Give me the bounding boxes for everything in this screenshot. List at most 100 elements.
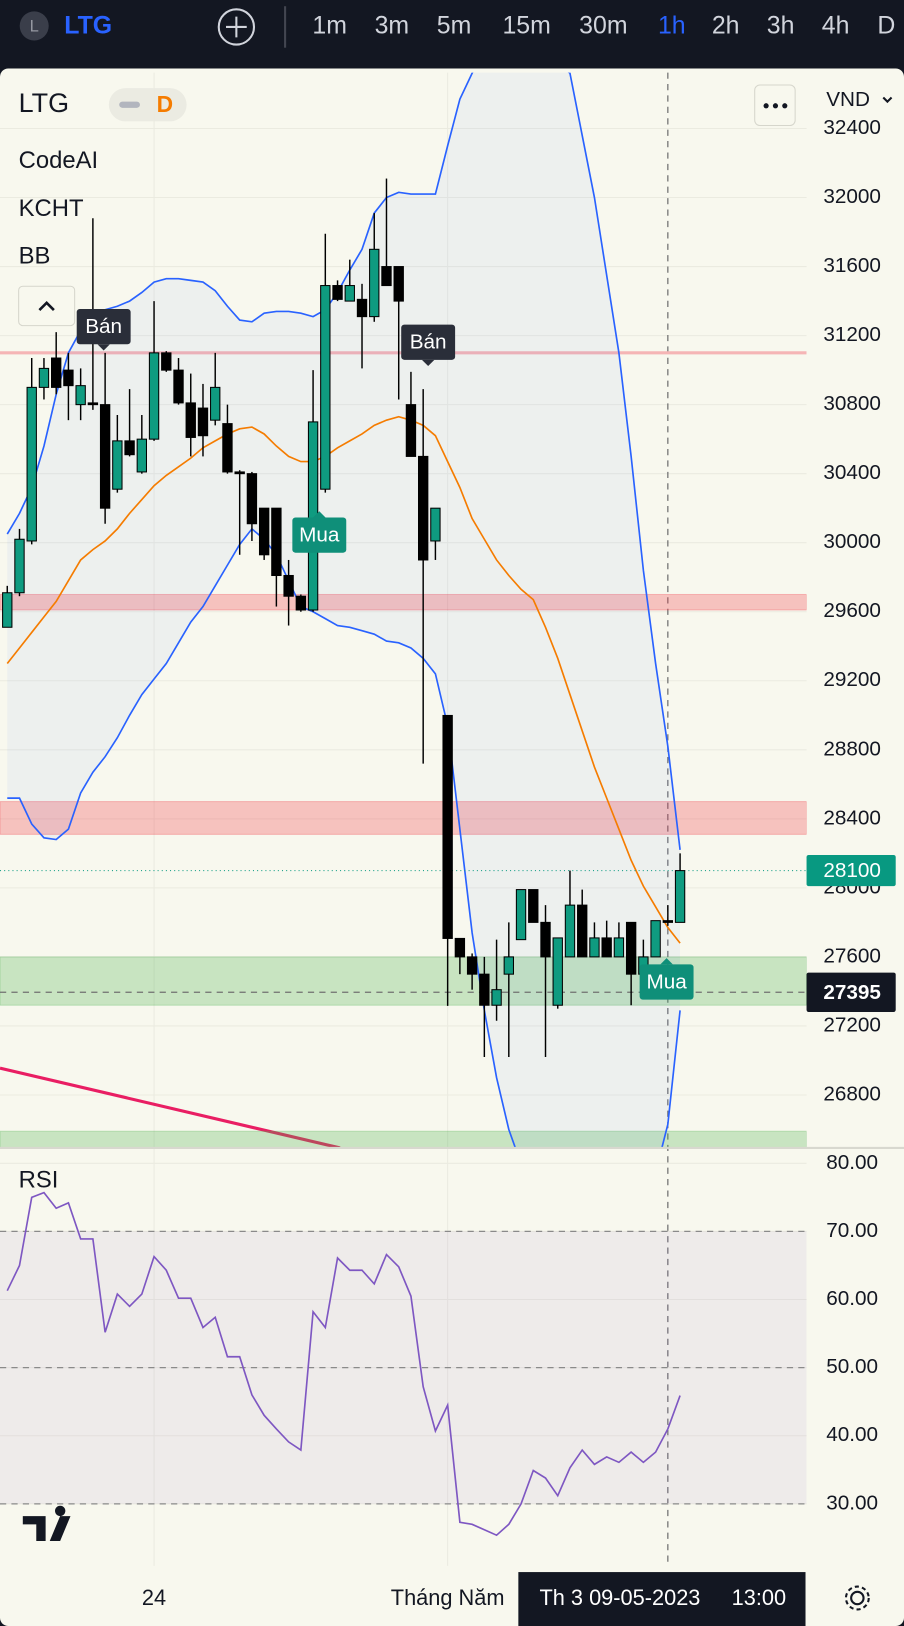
currency[interactable]: VND bbox=[826, 88, 870, 111]
candle-body bbox=[454, 937, 466, 958]
timeframe[interactable]: 15m bbox=[502, 12, 550, 40]
crosshair-price-box bbox=[806, 972, 896, 1012]
candle-body bbox=[63, 369, 74, 387]
rsi-title: RSI bbox=[19, 1166, 59, 1193]
timeframe[interactable]: 30m bbox=[579, 12, 627, 40]
candle-body bbox=[222, 423, 233, 473]
signal-pointer bbox=[660, 958, 673, 965]
settings-icon[interactable] bbox=[844, 1585, 870, 1611]
zone bbox=[0, 1130, 807, 1148]
toolbar-symbol[interactable]: LTG bbox=[64, 12, 112, 40]
timeframe[interactable]: 3m bbox=[375, 12, 410, 40]
candle-body bbox=[99, 404, 111, 509]
candle-body bbox=[442, 714, 453, 939]
candle-body bbox=[417, 455, 429, 561]
trend-line bbox=[0, 1066, 341, 1148]
currency-chevron bbox=[882, 96, 893, 104]
timeframe[interactable]: D bbox=[877, 12, 895, 40]
candle-body bbox=[258, 507, 270, 556]
signal-label bbox=[401, 324, 456, 360]
candle-body bbox=[38, 367, 50, 388]
indicator-name[interactable]: CodeAI bbox=[19, 147, 98, 174]
y-tick-label: 32000 bbox=[823, 185, 881, 208]
candle-body bbox=[75, 385, 86, 406]
timeframe[interactable]: 1h bbox=[658, 12, 686, 40]
candle-body bbox=[161, 352, 172, 371]
y-tick-label: 28800 bbox=[823, 737, 881, 760]
overlay-line bbox=[7, 527, 681, 1148]
x-tick-label: 24 bbox=[142, 1585, 166, 1610]
candle-body bbox=[173, 369, 184, 404]
candle-body bbox=[26, 386, 37, 542]
signal-label bbox=[639, 964, 694, 1000]
rsi-pane bbox=[0, 1191, 807, 1537]
candle-body bbox=[234, 471, 245, 475]
candle-body bbox=[197, 407, 209, 437]
rsi-tick-label: 40.00 bbox=[826, 1423, 878, 1446]
indicator-name[interactable]: BB bbox=[19, 242, 51, 269]
rsi-tick-label: 80.00 bbox=[826, 1151, 878, 1174]
candle-body bbox=[589, 937, 600, 958]
timeframe[interactable]: 2h bbox=[712, 12, 740, 40]
candle-body bbox=[662, 920, 674, 923]
candle-body bbox=[625, 921, 637, 975]
candle-body bbox=[503, 956, 514, 975]
y-tick-label: 29200 bbox=[823, 668, 881, 691]
crosshair-time-box bbox=[518, 1572, 806, 1626]
candle-body bbox=[479, 973, 490, 1006]
candle-body bbox=[674, 870, 686, 923]
candle-body bbox=[528, 889, 539, 923]
x-tick-label: Tháng Năm bbox=[391, 1585, 505, 1610]
main-pane bbox=[0, 72, 807, 1148]
candle-body bbox=[2, 592, 13, 628]
signal-pointer bbox=[421, 359, 435, 367]
rsi-tick-label: 30.00 bbox=[826, 1491, 878, 1514]
candle-body bbox=[491, 989, 502, 1006]
overlay-labels: 2680027200276002800028400288002920029600… bbox=[76, 116, 896, 1626]
timeframe[interactable]: 4h bbox=[822, 12, 850, 40]
y-tick-label: 27200 bbox=[823, 1013, 881, 1036]
add-button[interactable] bbox=[217, 8, 256, 46]
y-tick-label: 29600 bbox=[823, 599, 881, 622]
last-price-box bbox=[806, 855, 896, 887]
candle-body bbox=[124, 440, 135, 456]
candle-body bbox=[185, 402, 196, 438]
rsi-tick-label: 60.00 bbox=[826, 1287, 878, 1310]
indicator-name[interactable]: KCHT bbox=[19, 195, 84, 222]
y-tick-label: 31600 bbox=[823, 254, 881, 277]
candle-body bbox=[613, 937, 625, 958]
candle-body bbox=[577, 904, 588, 958]
brand-logo[interactable] bbox=[22, 1505, 71, 1541]
candle-body bbox=[369, 248, 380, 318]
indicator-list: CodeAI KCHT BB bbox=[19, 147, 98, 269]
y-tick-label: 31200 bbox=[823, 323, 881, 346]
signal-text: Bán bbox=[85, 315, 122, 338]
avatar[interactable] bbox=[19, 11, 49, 41]
band-fill bbox=[7, 72, 681, 1148]
badge-letter: D bbox=[157, 91, 173, 117]
timeframe[interactable]: 5m bbox=[437, 12, 472, 40]
candle-body bbox=[246, 473, 258, 525]
timeframe[interactable]: 1m bbox=[312, 12, 347, 40]
candle-body bbox=[466, 956, 478, 975]
y-tick-label: 32400 bbox=[823, 116, 881, 139]
candle-body bbox=[295, 595, 307, 611]
overlay-line bbox=[6, 415, 681, 944]
rsi-tick-label: 70.00 bbox=[826, 1219, 878, 1242]
signal-text: Mua bbox=[646, 971, 687, 994]
candle-body bbox=[332, 285, 343, 300]
candle-body bbox=[148, 352, 160, 440]
rsi-tick-label: 50.00 bbox=[826, 1355, 878, 1378]
timeframe[interactable]: 3h bbox=[767, 12, 795, 40]
timeframes: 1m 3m 5m 15m 30m 1h 2h 3h 4h D bbox=[312, 12, 895, 40]
collapse-button[interactable] bbox=[18, 285, 76, 327]
candle-body bbox=[650, 920, 661, 958]
candle-body bbox=[320, 285, 331, 490]
zone bbox=[0, 593, 807, 611]
candle-body bbox=[210, 386, 221, 421]
candle-body bbox=[112, 440, 123, 490]
collapse-icon bbox=[38, 300, 55, 311]
y-tick-label: 27600 bbox=[823, 944, 881, 967]
candle-body bbox=[283, 574, 294, 597]
